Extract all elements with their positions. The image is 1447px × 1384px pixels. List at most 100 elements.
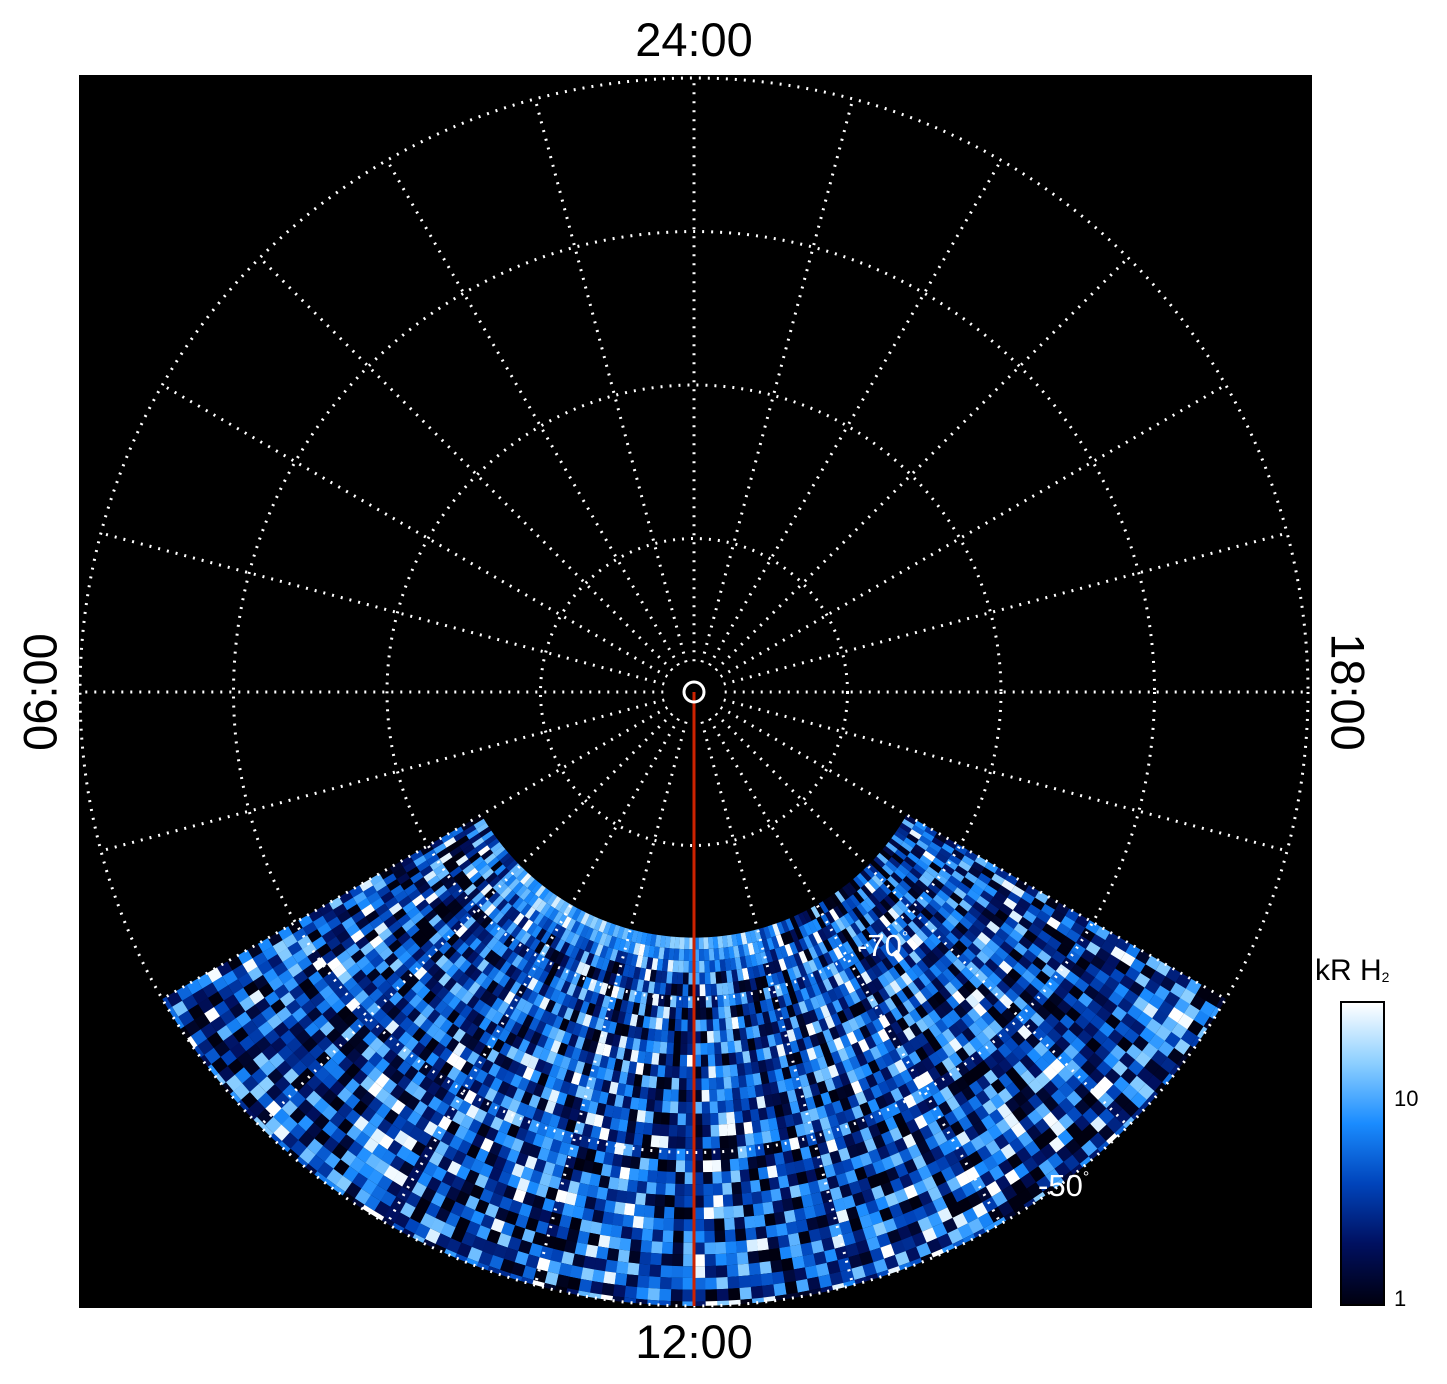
emission-cell xyxy=(404,1218,421,1234)
emission-cell xyxy=(1132,1035,1149,1052)
emission-cell xyxy=(397,932,411,946)
emission-cell xyxy=(776,1115,787,1130)
emission-cell xyxy=(894,849,908,861)
emission-cell xyxy=(522,1066,535,1081)
emission-cell xyxy=(242,958,258,973)
emission-cell xyxy=(982,1099,998,1115)
emission-cell xyxy=(863,1163,877,1178)
emission-cell xyxy=(1024,885,1039,898)
emission-cell xyxy=(468,981,481,996)
emission-cell xyxy=(920,891,933,904)
emission-cell xyxy=(550,988,561,1003)
emission-cell xyxy=(921,955,935,969)
emission-cell xyxy=(577,1230,590,1245)
emission-cell xyxy=(933,911,947,924)
emission-cell xyxy=(369,1037,384,1053)
emission-cell xyxy=(764,1058,775,1072)
emission-cell xyxy=(665,983,672,996)
emission-cell xyxy=(414,999,429,1014)
emission-cell xyxy=(319,985,335,1000)
emission-cell xyxy=(392,926,407,940)
emission-cell xyxy=(614,1201,626,1215)
emission-cell xyxy=(700,1043,708,1055)
emission-cell xyxy=(924,1095,939,1111)
emission-cell xyxy=(520,903,532,917)
emission-cell xyxy=(267,1014,283,1030)
emission-cell xyxy=(922,1227,938,1243)
emission-cell xyxy=(423,870,437,883)
emission-cell xyxy=(507,1059,521,1074)
emission-cell xyxy=(734,957,742,970)
emission-cell xyxy=(364,1016,379,1032)
emission-cell xyxy=(299,1067,315,1084)
emission-cell xyxy=(1021,969,1036,984)
emission-cell xyxy=(331,998,346,1014)
emission-cell xyxy=(818,901,830,914)
emission-cell xyxy=(971,861,985,873)
emission-cell xyxy=(855,1239,870,1255)
emission-cell xyxy=(1021,891,1036,905)
emission-cell xyxy=(931,977,945,992)
emission-cell xyxy=(650,934,657,947)
emission-cell xyxy=(1049,1058,1066,1074)
emission-cell xyxy=(735,933,743,946)
emission-cell xyxy=(985,991,1000,1006)
emission-cell xyxy=(242,1020,258,1036)
emission-cell xyxy=(304,1021,320,1038)
emission-cell xyxy=(1117,997,1134,1013)
emission-cell xyxy=(1155,961,1172,977)
emission-cell xyxy=(740,1098,751,1111)
emission-cell xyxy=(322,971,338,986)
emission-cell xyxy=(860,1063,873,1078)
emission-cell xyxy=(430,1217,446,1234)
emission-cell xyxy=(785,918,795,931)
emission-cell xyxy=(532,980,544,994)
emission-cell xyxy=(699,984,706,997)
emission-cell xyxy=(1032,936,1048,951)
emission-cell xyxy=(933,1130,948,1146)
emission-cell xyxy=(638,1003,647,1016)
emission-cell xyxy=(222,970,238,986)
emission-cell xyxy=(894,868,907,880)
emission-cell xyxy=(961,1085,976,1101)
emission-cell xyxy=(447,1160,462,1176)
emission-cell xyxy=(450,920,464,934)
emission-cell xyxy=(325,992,340,1007)
emission-cell xyxy=(675,1160,686,1173)
emission-cell xyxy=(932,1090,947,1106)
emission-cell xyxy=(819,1042,831,1056)
emission-cell xyxy=(716,1089,726,1102)
emission-cell xyxy=(745,1074,755,1087)
emission-cell xyxy=(485,872,498,884)
emission-cell xyxy=(434,885,448,898)
emission-cell xyxy=(1102,998,1118,1014)
emission-cell xyxy=(947,875,962,888)
emission-cell xyxy=(446,1023,460,1038)
emission-cell xyxy=(438,941,452,955)
emission-cell xyxy=(730,1075,740,1089)
emission-cell xyxy=(667,1136,678,1149)
emission-cell xyxy=(654,1194,666,1207)
emission-cell xyxy=(941,863,955,876)
emission-cell xyxy=(546,921,558,934)
emission-cell xyxy=(796,1171,809,1185)
emission-cell xyxy=(604,1200,616,1214)
emission-cell xyxy=(883,983,897,998)
emission-cell xyxy=(631,1227,643,1241)
emission-cell xyxy=(417,1171,433,1188)
emission-cell xyxy=(974,1016,989,1032)
emission-cell xyxy=(1027,1109,1043,1125)
emission-cell xyxy=(775,1163,788,1177)
emission-cell xyxy=(584,1112,596,1126)
emission-cell xyxy=(745,1227,757,1241)
local-time-meridian xyxy=(714,256,1130,672)
emission-cell xyxy=(632,1002,641,1015)
emission-cell xyxy=(721,982,729,995)
emission-cell xyxy=(503,991,516,1005)
emission-cell xyxy=(995,1014,1010,1029)
emission-cell xyxy=(933,1076,948,1091)
emission-cell xyxy=(300,1052,316,1068)
emission-cell xyxy=(542,918,553,932)
emission-cell xyxy=(388,939,402,953)
emission-cell xyxy=(1105,1084,1123,1101)
